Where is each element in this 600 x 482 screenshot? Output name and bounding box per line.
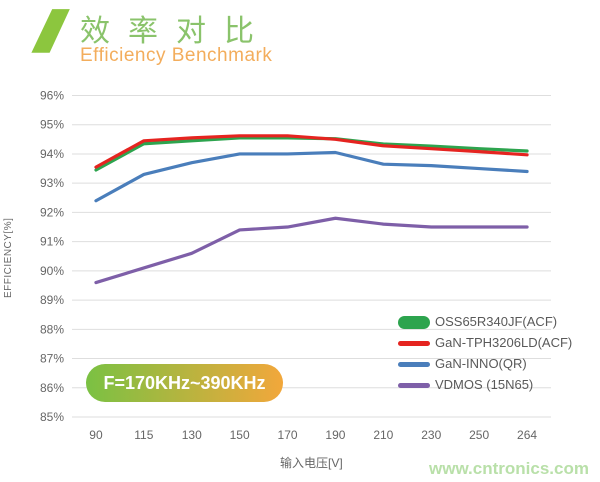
svg-text:130: 130 xyxy=(182,428,202,442)
svg-text:88%: 88% xyxy=(40,322,64,336)
svg-text:94%: 94% xyxy=(40,147,64,161)
svg-text:90%: 90% xyxy=(40,264,64,278)
svg-text:86%: 86% xyxy=(40,381,64,395)
svg-text:230: 230 xyxy=(421,428,441,442)
svg-text:91%: 91% xyxy=(40,235,64,249)
svg-text:90: 90 xyxy=(89,428,103,442)
svg-text:210: 210 xyxy=(373,428,393,442)
svg-text:96%: 96% xyxy=(40,89,64,103)
svg-text:93%: 93% xyxy=(40,176,64,190)
svg-text:87%: 87% xyxy=(40,352,64,366)
svg-text:170: 170 xyxy=(278,428,298,442)
svg-text:85%: 85% xyxy=(40,410,64,424)
svg-text:92%: 92% xyxy=(40,205,64,219)
svg-text:95%: 95% xyxy=(40,118,64,132)
svg-text:250: 250 xyxy=(469,428,489,442)
svg-text:264: 264 xyxy=(517,428,537,442)
svg-text:89%: 89% xyxy=(40,293,64,307)
svg-text:115: 115 xyxy=(134,428,153,442)
svg-text:190: 190 xyxy=(325,428,345,442)
svg-text:150: 150 xyxy=(230,428,250,442)
